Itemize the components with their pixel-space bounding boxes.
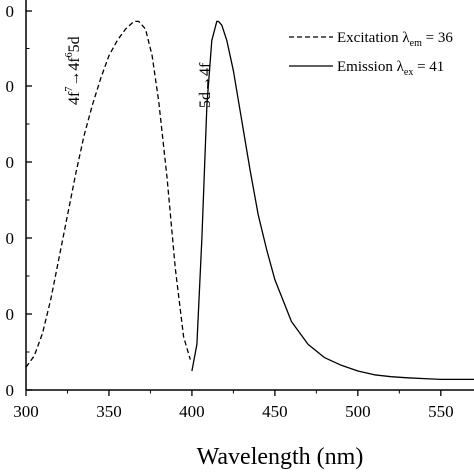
ticks: 300 350 400 450 500 550 0 0 0 0 0 0 [6, 2, 454, 421]
y-tick-label: 0 [6, 2, 15, 21]
legend-excitation-label: Excitation λem = 36 [337, 30, 453, 49]
y-tick-label: 0 [6, 381, 15, 400]
x-tick-label: 550 [428, 402, 454, 421]
x-tick-label: 300 [13, 402, 39, 421]
excitation-transition-annotation: 4f7→4f65d [64, 36, 83, 105]
x-axis-title: Wavelength (nm) [197, 444, 364, 470]
legend-emission-label: Emission λex = 41 [337, 59, 444, 78]
axes [25, 0, 474, 391]
y-tick-label: 0 [6, 229, 15, 248]
y-tick-label: 0 [6, 77, 15, 96]
series-group [25, 20, 474, 381]
x-tick-label: 400 [179, 402, 205, 421]
emission-transition-annotation: 5d→4f [197, 62, 214, 108]
legend: Excitation λem = 36 Emission λex = 41 [289, 30, 453, 78]
y-tick-label: 0 [6, 153, 15, 172]
excitation-series-line [25, 20, 191, 368]
x-tick-label: 500 [345, 402, 371, 421]
y-tick-label: 0 [6, 305, 15, 324]
x-tick-label: 450 [262, 402, 288, 421]
emission-series-line [191, 20, 474, 381]
x-tick-label: 350 [96, 402, 122, 421]
